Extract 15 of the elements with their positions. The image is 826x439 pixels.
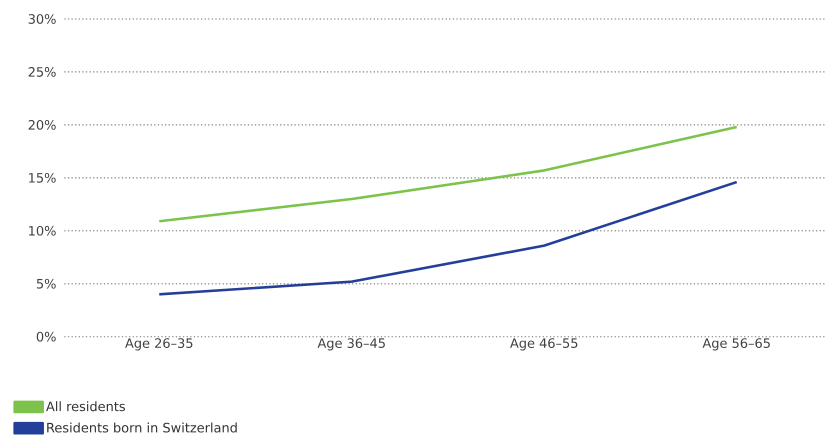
y-tick-label: 5% <box>36 279 56 289</box>
line-series <box>158 126 738 223</box>
y-tick-label: 15% <box>29 173 56 183</box>
y-tick-label: 0% <box>36 332 56 342</box>
x-tick-label: Age 56–65 <box>702 338 770 351</box>
y-tick-label: 30% <box>28 14 56 24</box>
x-tick-label: Age 26–35 <box>125 338 192 351</box>
legend-label: All residents <box>46 401 125 412</box>
y-tick-label: 10% <box>29 226 56 236</box>
line-series <box>158 180 738 296</box>
x-tick-label: Age 46–55 <box>510 338 578 351</box>
x-tick-label: Age 36–45 <box>318 338 385 351</box>
legend-label: Residents born in Switzerland <box>47 422 237 433</box>
y-tick-label: 20% <box>28 120 56 130</box>
y-tick-label: 25% <box>28 67 56 78</box>
